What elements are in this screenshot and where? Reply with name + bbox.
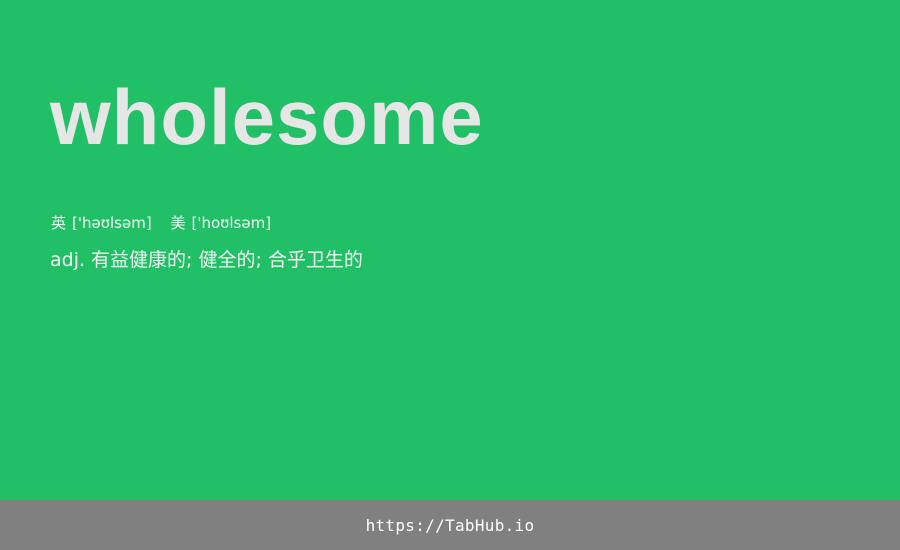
phonetic-us: 美 ['hoʊlsəm]: [170, 213, 271, 233]
phonetic-uk-ipa: ['həʊlsəm]: [72, 214, 152, 232]
part-of-speech: adj.: [50, 249, 86, 271]
phonetic-us-ipa: ['hoʊlsəm]: [191, 214, 272, 232]
phonetics-row: 英 ['həʊlsəm] 美 ['hoʊlsəm]: [51, 213, 271, 233]
footer-link[interactable]: https://TabHub.io: [365, 515, 535, 535]
phonetic-us-label: 美: [170, 214, 186, 232]
phonetic-uk-label: 英: [51, 214, 67, 232]
phonetic-uk: 英 ['həʊlsəm]: [51, 213, 152, 233]
headword: wholesome: [50, 73, 484, 161]
footer-bar: https://TabHub.io: [0, 500, 900, 550]
definition-text: 有益健康的; 健全的; 合乎卫生的: [91, 249, 363, 271]
word-card: wholesome 英 ['həʊlsəm] 美 ['hoʊlsəm] adj. 有益…: [50, 73, 484, 274]
definition-row: adj. 有益健康的; 健全的; 合乎卫生的: [50, 246, 363, 274]
